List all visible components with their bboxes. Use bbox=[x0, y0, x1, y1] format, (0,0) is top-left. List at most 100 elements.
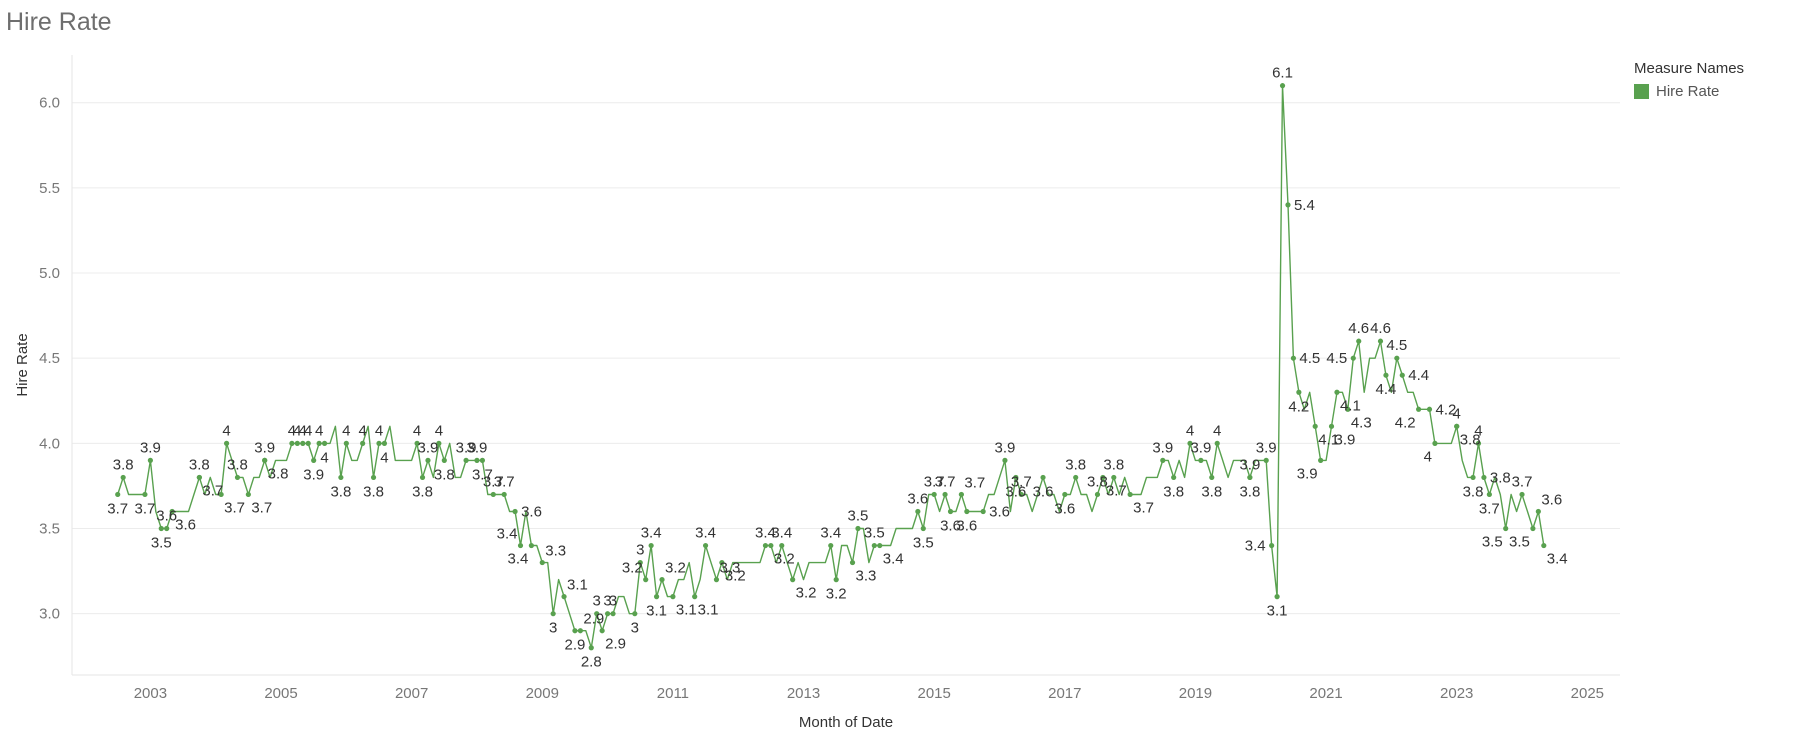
data-point[interactable] bbox=[1519, 491, 1525, 498]
data-point[interactable] bbox=[1394, 355, 1400, 361]
data-point[interactable] bbox=[1160, 457, 1166, 463]
data-point[interactable] bbox=[436, 440, 442, 446]
data-point[interactable] bbox=[561, 594, 567, 600]
data-point[interactable] bbox=[980, 508, 986, 515]
data-point[interactable] bbox=[262, 457, 268, 463]
data-point[interactable] bbox=[1198, 457, 1204, 463]
data-point[interactable] bbox=[479, 457, 486, 463]
data-point[interactable] bbox=[1073, 474, 1079, 481]
data-point[interactable] bbox=[1312, 423, 1318, 429]
data-point[interactable] bbox=[376, 440, 382, 446]
data-point[interactable] bbox=[1475, 440, 1482, 446]
data-point[interactable] bbox=[610, 611, 616, 617]
data-point[interactable] bbox=[1399, 372, 1405, 378]
data-point[interactable] bbox=[158, 525, 164, 532]
data-point[interactable] bbox=[632, 611, 638, 617]
data-point[interactable] bbox=[1318, 457, 1324, 463]
data-point[interactable] bbox=[419, 474, 426, 481]
data-point[interactable] bbox=[289, 440, 295, 446]
data-point[interactable] bbox=[855, 525, 861, 532]
data-point[interactable] bbox=[828, 542, 834, 549]
data-point[interactable] bbox=[1416, 406, 1422, 412]
data-point[interactable] bbox=[294, 440, 300, 446]
data-point[interactable] bbox=[719, 559, 725, 566]
data-point[interactable] bbox=[441, 457, 447, 463]
data-point[interactable] bbox=[1062, 491, 1068, 498]
data-point[interactable] bbox=[790, 577, 796, 583]
data-point[interactable] bbox=[1530, 525, 1536, 532]
data-point[interactable] bbox=[713, 577, 720, 583]
data-point[interactable] bbox=[164, 525, 170, 532]
data-point[interactable] bbox=[849, 559, 856, 566]
data-point[interactable] bbox=[474, 457, 480, 463]
data-point[interactable] bbox=[1111, 474, 1117, 481]
data-point[interactable] bbox=[1541, 542, 1547, 549]
data-point[interactable] bbox=[1100, 474, 1106, 481]
data-point[interactable] bbox=[1171, 474, 1177, 481]
data-point[interactable] bbox=[1328, 423, 1335, 429]
data-point[interactable] bbox=[501, 491, 507, 498]
data-point[interactable] bbox=[1377, 338, 1384, 344]
data-point[interactable] bbox=[1127, 491, 1133, 498]
data-point[interactable] bbox=[1503, 525, 1509, 532]
data-point[interactable] bbox=[234, 474, 241, 481]
data-point[interactable] bbox=[321, 440, 328, 446]
data-point[interactable] bbox=[931, 491, 937, 498]
data-point[interactable] bbox=[147, 457, 153, 463]
data-point[interactable] bbox=[1209, 474, 1215, 481]
data-point[interactable] bbox=[915, 508, 921, 515]
data-point[interactable] bbox=[1296, 389, 1302, 395]
data-point[interactable] bbox=[833, 577, 839, 583]
data-point[interactable] bbox=[1279, 83, 1286, 89]
data-point[interactable] bbox=[1040, 474, 1046, 481]
data-point[interactable] bbox=[920, 525, 926, 532]
data-point[interactable] bbox=[1345, 406, 1351, 412]
data-point[interactable] bbox=[300, 440, 306, 446]
data-point[interactable] bbox=[588, 645, 594, 651]
data-point[interactable] bbox=[779, 542, 785, 549]
data-point[interactable] bbox=[964, 508, 970, 515]
data-point[interactable] bbox=[550, 611, 556, 617]
data-point[interactable] bbox=[1481, 474, 1487, 481]
data-point[interactable] bbox=[414, 440, 420, 446]
data-point[interactable] bbox=[517, 542, 524, 549]
legend-item[interactable]: Hire Rate bbox=[1634, 83, 1744, 100]
data-point[interactable] bbox=[223, 440, 230, 446]
data-point[interactable] bbox=[1094, 491, 1101, 498]
data-point[interactable] bbox=[648, 542, 654, 549]
data-point[interactable] bbox=[370, 474, 377, 481]
data-point[interactable] bbox=[1356, 338, 1362, 344]
data-point[interactable] bbox=[338, 474, 344, 481]
data-point[interactable] bbox=[762, 542, 769, 549]
data-point[interactable] bbox=[539, 559, 545, 566]
data-point[interactable] bbox=[768, 542, 774, 549]
data-point[interactable] bbox=[343, 440, 349, 446]
data-point[interactable] bbox=[594, 611, 600, 617]
data-point[interactable] bbox=[528, 542, 534, 549]
data-point[interactable] bbox=[1350, 355, 1356, 361]
data-point[interactable] bbox=[958, 491, 964, 498]
data-point[interactable] bbox=[1383, 372, 1389, 378]
data-point[interactable] bbox=[425, 457, 431, 463]
data-point[interactable] bbox=[512, 508, 518, 515]
data-point[interactable] bbox=[311, 457, 317, 463]
data-point[interactable] bbox=[245, 491, 251, 498]
data-point[interactable] bbox=[169, 508, 175, 515]
data-point[interactable] bbox=[1214, 440, 1220, 446]
data-point[interactable] bbox=[1285, 202, 1291, 208]
data-point[interactable] bbox=[653, 594, 660, 600]
data-point[interactable] bbox=[599, 628, 605, 634]
data-point[interactable] bbox=[659, 577, 665, 583]
data-point[interactable] bbox=[702, 542, 709, 549]
data-point[interactable] bbox=[604, 611, 611, 617]
data-point[interactable] bbox=[643, 577, 649, 583]
data-point[interactable] bbox=[1486, 491, 1492, 498]
data-point[interactable] bbox=[692, 594, 698, 600]
data-point[interactable] bbox=[1013, 474, 1019, 481]
data-point[interactable] bbox=[305, 440, 311, 446]
data-point[interactable] bbox=[1263, 457, 1269, 463]
data-point[interactable] bbox=[1247, 474, 1253, 481]
data-point[interactable] bbox=[942, 491, 948, 498]
data-point[interactable] bbox=[572, 628, 578, 634]
data-point[interactable] bbox=[1274, 594, 1280, 600]
